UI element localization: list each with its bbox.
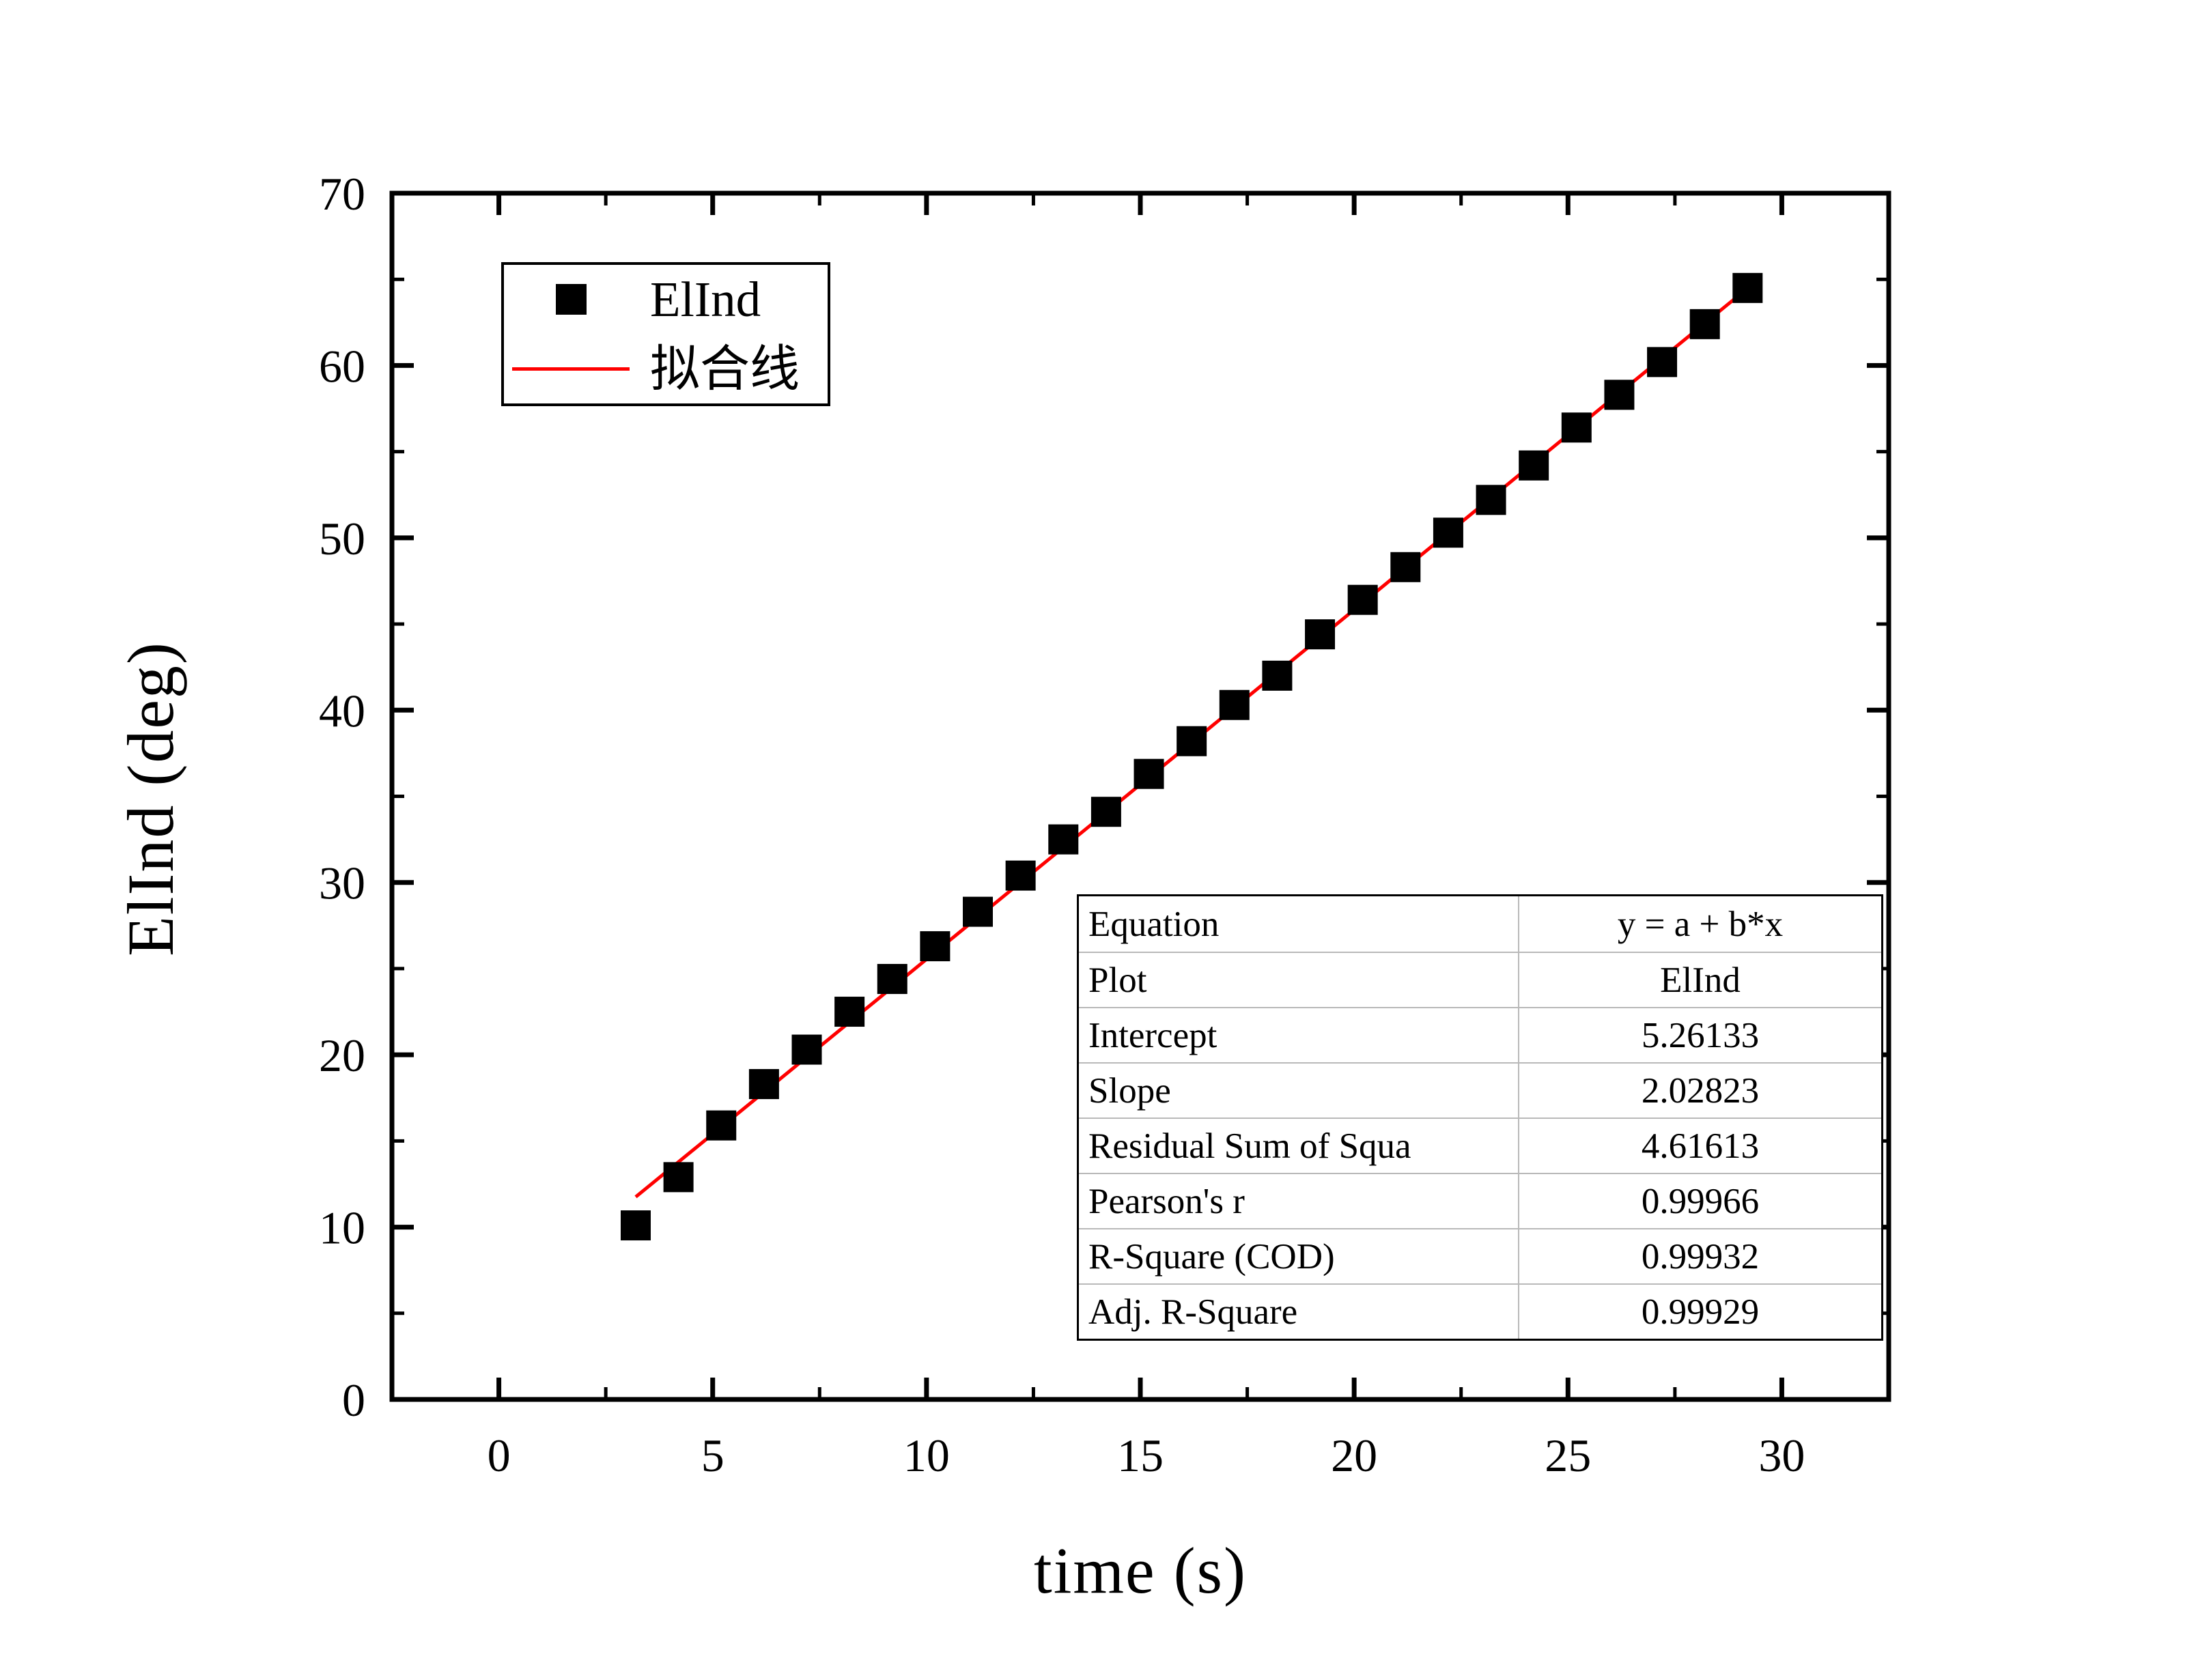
stats-row: Slope 2.02823 bbox=[1079, 1062, 1881, 1117]
data-point-marker bbox=[877, 964, 907, 995]
data-point-marker bbox=[963, 896, 994, 927]
y-tick-label: 0 bbox=[342, 1374, 365, 1426]
legend-entry-elind[interactable]: ElInd bbox=[504, 265, 828, 334]
data-point-marker bbox=[1519, 450, 1549, 481]
stats-label-cell: Slope bbox=[1079, 1064, 1519, 1117]
legend-entry-fitline[interactable]: 拟合线 bbox=[504, 334, 828, 404]
data-point-marker bbox=[920, 931, 951, 962]
red-line-icon bbox=[512, 367, 630, 371]
data-point-marker bbox=[1390, 552, 1421, 582]
data-point-marker bbox=[1219, 689, 1250, 720]
y-tick-label: 30 bbox=[319, 857, 365, 909]
stats-row: Pearson's r 0.99966 bbox=[1079, 1173, 1881, 1228]
x-axis-title: time (s) bbox=[1034, 1534, 1247, 1607]
stats-value-cell: 5.26133 bbox=[1641, 1015, 1760, 1055]
x-tick-label: 20 bbox=[1331, 1429, 1377, 1481]
data-point-marker bbox=[620, 1210, 651, 1241]
y-tick-label: 50 bbox=[319, 513, 365, 565]
legend-symbol-column bbox=[504, 367, 638, 371]
stats-label-cell: Residual Sum of Squa bbox=[1079, 1119, 1519, 1173]
x-tick-label: 5 bbox=[701, 1429, 724, 1481]
legend-box[interactable]: ElInd 拟合线 bbox=[501, 262, 830, 406]
stats-row: Plot ElInd bbox=[1079, 952, 1881, 1007]
stats-row: Equation y = a + b*x bbox=[1079, 896, 1881, 952]
stats-value-cell: 2.02823 bbox=[1641, 1070, 1760, 1111]
x-tick-label: 25 bbox=[1545, 1429, 1591, 1481]
legend-entry-label: ElInd bbox=[650, 272, 761, 328]
stats-value-cell: 0.99929 bbox=[1641, 1292, 1760, 1332]
y-tick-label: 20 bbox=[319, 1029, 365, 1081]
y-tick-label: 60 bbox=[319, 340, 365, 392]
x-tick-label: 10 bbox=[903, 1429, 950, 1481]
legend-entry-label: 拟合线 bbox=[650, 341, 800, 397]
stats-label-cell: Adj. R-Square bbox=[1079, 1285, 1519, 1339]
data-point-marker bbox=[1732, 272, 1763, 303]
stats-value-cell: 4.61613 bbox=[1641, 1126, 1760, 1166]
data-point-marker bbox=[1561, 412, 1592, 443]
stats-label-cell: Equation bbox=[1079, 896, 1519, 952]
data-point-marker bbox=[1005, 860, 1036, 891]
y-tick-label: 70 bbox=[319, 168, 365, 220]
fit-stats-table[interactable]: Equation y = a + b*x Plot ElInd Intercept 5.2… bbox=[1077, 894, 1883, 1341]
stats-value-cell: 0.99932 bbox=[1641, 1236, 1760, 1277]
data-point-marker bbox=[1134, 758, 1164, 789]
y-axis-title: ElInd (deg) bbox=[114, 641, 187, 956]
stats-row: Residual Sum of Squa 4.61613 bbox=[1079, 1117, 1881, 1173]
data-point-marker bbox=[748, 1069, 779, 1100]
data-point-marker bbox=[1262, 660, 1293, 691]
stats-label-cell: Intercept bbox=[1079, 1008, 1519, 1062]
x-tick-label: 0 bbox=[488, 1429, 511, 1481]
stats-value-cell: 0.99966 bbox=[1641, 1181, 1760, 1221]
data-point-marker bbox=[1048, 824, 1079, 855]
data-point-marker bbox=[663, 1162, 694, 1193]
y-tick-label: 40 bbox=[319, 685, 365, 737]
data-point-marker bbox=[1433, 517, 1463, 548]
data-point-marker bbox=[706, 1110, 737, 1141]
data-point-marker bbox=[1647, 347, 1678, 378]
data-point-marker bbox=[1476, 485, 1506, 515]
data-point-marker bbox=[834, 997, 865, 1027]
stats-label-cell: Plot bbox=[1079, 953, 1519, 1007]
data-point-marker bbox=[1177, 726, 1207, 756]
stats-label-cell: Pearson's r bbox=[1079, 1174, 1519, 1228]
data-point-marker bbox=[1604, 380, 1635, 410]
data-point-marker bbox=[1689, 309, 1720, 339]
black-square-marker-icon bbox=[555, 284, 587, 315]
x-tick-label: 15 bbox=[1117, 1429, 1164, 1481]
legend-symbol-column bbox=[504, 284, 638, 315]
stats-value-cell: y = a + b*x bbox=[1617, 904, 1784, 944]
y-tick-label: 10 bbox=[319, 1202, 365, 1254]
x-tick-label: 30 bbox=[1758, 1429, 1805, 1481]
stats-value-cell: ElInd bbox=[1660, 960, 1741, 1000]
data-point-marker bbox=[1347, 584, 1378, 615]
data-point-marker bbox=[791, 1034, 822, 1065]
stats-row: Intercept 5.26133 bbox=[1079, 1007, 1881, 1062]
stats-row: R-Square (COD) 0.99932 bbox=[1079, 1228, 1881, 1283]
data-point-marker bbox=[1090, 797, 1121, 827]
stats-label-cell: R-Square (COD) bbox=[1079, 1229, 1519, 1283]
stats-row: Adj. R-Square 0.99929 bbox=[1079, 1283, 1881, 1339]
data-point-marker bbox=[1305, 619, 1336, 650]
